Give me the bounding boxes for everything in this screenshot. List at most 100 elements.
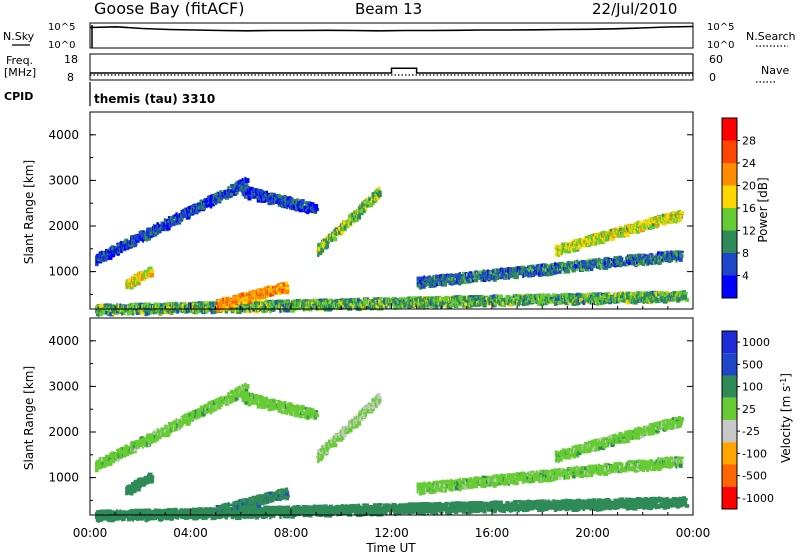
power-cell	[385, 298, 388, 302]
power-cell	[592, 292, 596, 297]
power-cell	[224, 305, 230, 310]
power-cell	[200, 301, 204, 307]
power-cell	[347, 306, 352, 311]
power-cell	[613, 256, 618, 259]
power-cell	[146, 302, 151, 306]
power-cell	[575, 300, 579, 305]
power-cell	[541, 271, 547, 277]
power-cell	[427, 275, 432, 279]
power-cell	[352, 303, 357, 307]
power-cell	[466, 301, 470, 306]
power-cell	[132, 310, 136, 314]
power-cell	[317, 298, 322, 301]
power-cell	[341, 222, 344, 227]
power-cell	[440, 277, 444, 282]
power-cell	[337, 226, 341, 230]
power-cell	[292, 199, 296, 204]
power-cell	[445, 300, 449, 304]
power-cell	[168, 306, 173, 310]
power-cell	[195, 302, 198, 305]
power-cell	[517, 293, 522, 297]
power-cell	[159, 229, 162, 233]
power-cell	[296, 299, 300, 302]
power-cell	[340, 300, 344, 306]
power-cell	[210, 202, 215, 207]
power-cell	[276, 283, 280, 288]
power-cell	[275, 195, 279, 198]
power-cell	[204, 304, 207, 308]
power-cell	[198, 309, 201, 313]
power-cell	[302, 307, 305, 312]
power-cell	[636, 253, 641, 256]
power-cell	[98, 251, 101, 257]
power-cell	[278, 194, 283, 198]
power-cell	[663, 293, 667, 297]
power-cell	[244, 305, 247, 310]
power-cell	[363, 297, 368, 301]
power-cell	[256, 198, 261, 203]
power-cell	[554, 301, 557, 306]
power-cell	[475, 273, 479, 278]
power-cell	[316, 299, 320, 302]
power-cell	[607, 259, 611, 265]
power-cell	[279, 300, 283, 303]
power-cell	[133, 279, 137, 284]
power-cell	[640, 258, 646, 263]
power-cell	[665, 294, 668, 297]
power-cell	[378, 303, 381, 306]
power-cell	[120, 248, 123, 254]
power-cell	[594, 297, 597, 300]
power-cell	[394, 302, 398, 306]
power-cell	[309, 208, 313, 213]
power-cell	[513, 274, 519, 280]
power-cell	[608, 293, 612, 296]
power-cell	[286, 204, 289, 210]
power-cell	[534, 296, 538, 300]
power-cell	[149, 269, 155, 273]
power-cell	[341, 226, 344, 230]
power-cell	[451, 301, 455, 307]
power-cell	[124, 309, 128, 313]
power-cell	[579, 293, 584, 297]
power-cell	[304, 201, 308, 205]
power-cell	[626, 296, 630, 301]
power-cell	[281, 290, 285, 294]
power-cell	[149, 273, 154, 278]
power-cell	[354, 217, 359, 222]
power-cell	[661, 257, 664, 262]
power-cell	[475, 278, 479, 283]
power-cell	[332, 237, 338, 242]
power-cell	[116, 250, 120, 256]
power-cell	[432, 298, 436, 303]
power-cell	[111, 312, 116, 316]
power-cell	[361, 302, 364, 307]
noise-tick-right-bottom: 10^0	[707, 40, 734, 51]
power-cell	[319, 298, 323, 302]
power-cell	[157, 222, 160, 225]
power-cell	[420, 282, 424, 285]
power-cell	[528, 268, 531, 272]
power-cell	[456, 273, 459, 276]
power-cell	[358, 206, 362, 212]
cpid-value: themis (tau) 3310	[94, 92, 215, 106]
power-cell	[134, 274, 138, 278]
power-cell	[275, 286, 278, 289]
power-cell	[317, 251, 322, 256]
power-cell	[546, 271, 549, 277]
power-cell	[618, 259, 621, 264]
power-cell	[152, 311, 157, 315]
date-title: 22/Jul/2010	[592, 0, 677, 18]
power-cell	[367, 305, 371, 309]
power-cell	[364, 205, 367, 211]
power-cell	[649, 252, 652, 256]
power-cell	[363, 207, 366, 213]
power-cell	[621, 258, 623, 263]
power-cell	[528, 271, 532, 276]
power-cell	[349, 221, 352, 226]
power-cell	[537, 295, 540, 299]
power-cell	[389, 299, 392, 303]
power-cell	[531, 268, 535, 273]
power-cell	[436, 296, 440, 301]
power-cell	[270, 304, 274, 308]
power-cell	[366, 204, 372, 208]
